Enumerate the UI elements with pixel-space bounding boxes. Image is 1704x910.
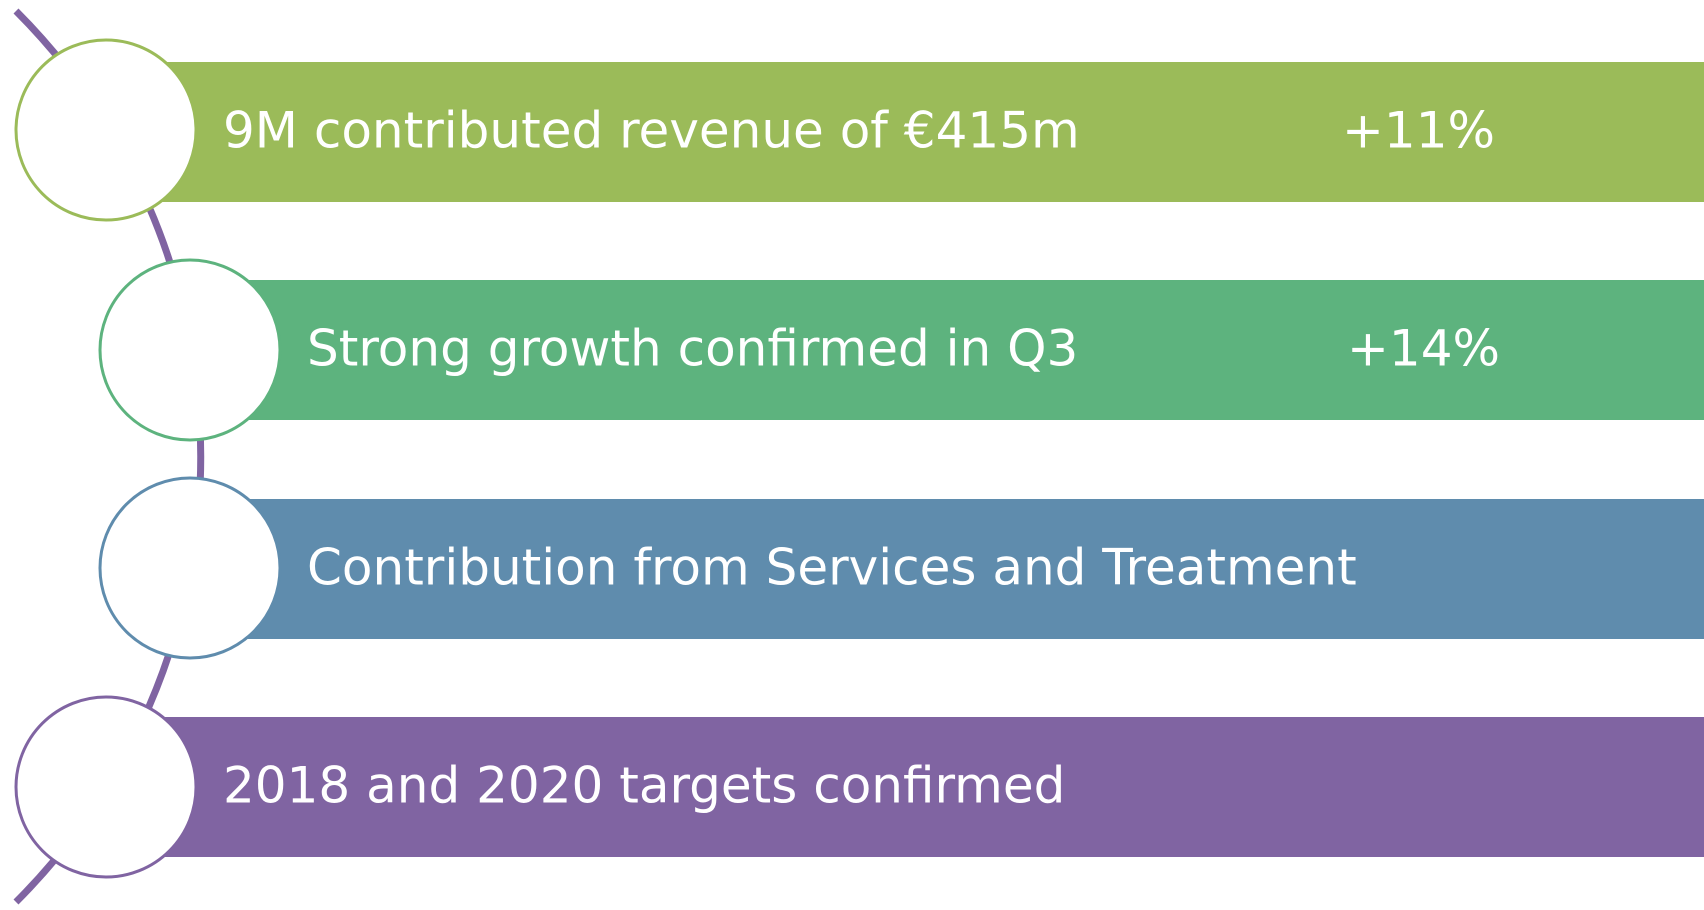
banner [160,717,1704,857]
bullet-circle [98,258,282,442]
change-text: +11% [1342,102,1495,160]
bullet-circle [14,38,198,222]
banner-text: Strong growth confirmed in Q3 [307,320,1078,378]
banner-text: 2018 and 2020 targets confirmed [223,757,1065,815]
banner-text: 9M contributed revenue of €415m [223,102,1080,160]
banner [245,280,1704,420]
banner [160,62,1704,202]
banner-text: Contribution from Services and Treatment [307,539,1357,597]
bullet-circle [14,695,198,879]
rows: 9M contributed revenue of €415m +11% Stron… [14,38,1704,879]
banner [245,499,1704,639]
change-text: +14% [1347,320,1500,378]
bullet-circle [98,476,282,660]
